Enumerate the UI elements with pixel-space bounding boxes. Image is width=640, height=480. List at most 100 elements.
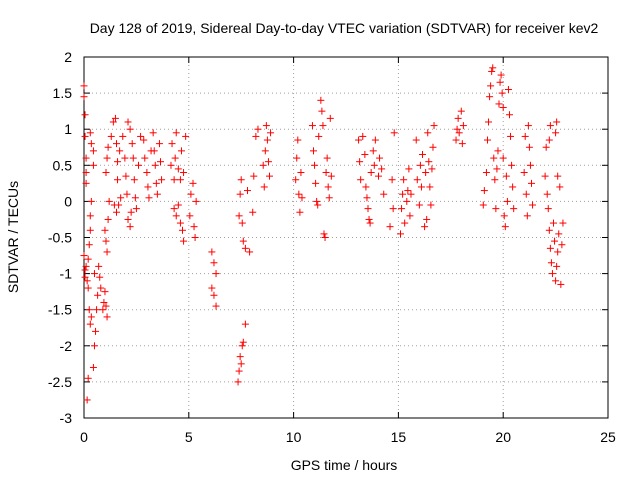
data-point bbox=[547, 259, 555, 267]
data-point bbox=[265, 172, 273, 180]
data-point bbox=[455, 129, 463, 137]
data-point bbox=[454, 114, 462, 122]
data-point bbox=[208, 248, 216, 256]
data-point bbox=[170, 176, 178, 184]
data-point bbox=[208, 284, 216, 292]
data-point bbox=[490, 154, 498, 162]
data-point bbox=[494, 147, 502, 155]
data-point bbox=[311, 161, 319, 169]
data-point bbox=[312, 179, 320, 187]
data-point bbox=[80, 82, 88, 90]
data-point bbox=[174, 165, 182, 173]
data-point bbox=[176, 219, 184, 227]
data-point bbox=[94, 291, 102, 299]
data-point bbox=[89, 147, 97, 155]
data-point bbox=[180, 169, 188, 177]
data-point bbox=[522, 190, 530, 198]
data-point bbox=[552, 129, 560, 137]
data-point bbox=[504, 85, 512, 93]
data-point bbox=[86, 129, 94, 137]
data-point bbox=[318, 107, 326, 115]
data-point bbox=[370, 161, 378, 169]
data-point bbox=[457, 107, 465, 115]
data-point bbox=[388, 176, 396, 184]
data-point bbox=[374, 172, 382, 180]
data-point bbox=[412, 136, 420, 144]
data-point bbox=[459, 122, 467, 130]
data-point bbox=[101, 288, 109, 296]
data-point bbox=[417, 183, 425, 191]
x-tick-label: 5 bbox=[185, 429, 193, 445]
data-point bbox=[239, 338, 247, 346]
data-point bbox=[529, 201, 537, 209]
data-point bbox=[357, 176, 365, 184]
x-tick-label: 15 bbox=[391, 429, 407, 445]
data-point bbox=[327, 172, 335, 180]
data-point bbox=[496, 78, 504, 86]
data-point bbox=[128, 140, 136, 148]
data-point bbox=[313, 197, 321, 205]
data-point bbox=[89, 161, 97, 169]
data-point bbox=[250, 172, 258, 180]
data-point bbox=[82, 154, 90, 162]
data-point bbox=[114, 176, 122, 184]
data-point bbox=[124, 118, 132, 126]
data-point bbox=[191, 234, 199, 241]
data-point bbox=[212, 270, 220, 278]
data-point bbox=[117, 194, 125, 202]
data-point bbox=[389, 205, 397, 213]
data-point bbox=[103, 313, 111, 321]
data-point bbox=[554, 172, 562, 180]
data-point bbox=[319, 122, 327, 130]
data-point bbox=[100, 298, 108, 306]
data-point bbox=[509, 183, 517, 191]
data-point bbox=[237, 360, 245, 368]
data-point bbox=[155, 140, 163, 148]
data-point bbox=[407, 190, 415, 198]
data-point bbox=[324, 183, 332, 191]
data-point bbox=[526, 161, 534, 169]
data-point bbox=[321, 234, 329, 241]
data-point bbox=[259, 161, 267, 169]
data-point bbox=[367, 169, 375, 177]
data-point bbox=[152, 179, 160, 187]
data-point bbox=[87, 313, 95, 321]
data-point bbox=[401, 219, 409, 227]
data-point bbox=[234, 378, 242, 386]
data-point bbox=[376, 154, 384, 162]
data-point bbox=[403, 197, 411, 205]
data-point bbox=[421, 223, 429, 231]
data-point bbox=[238, 219, 246, 227]
data-point bbox=[249, 208, 257, 216]
data-point bbox=[492, 205, 500, 213]
data-point bbox=[179, 226, 187, 234]
y-tick-label: 1.5 bbox=[53, 85, 73, 101]
data-point bbox=[545, 136, 553, 144]
data-point bbox=[550, 219, 558, 227]
data-point bbox=[119, 132, 127, 140]
data-point bbox=[559, 219, 567, 227]
data-point bbox=[81, 266, 89, 274]
data-point bbox=[501, 223, 509, 231]
data-point bbox=[480, 187, 488, 195]
data-point bbox=[85, 306, 93, 314]
data-point bbox=[241, 244, 249, 252]
data-point bbox=[115, 201, 123, 209]
data-point bbox=[546, 122, 554, 130]
data-point bbox=[430, 122, 438, 130]
data-points bbox=[80, 64, 567, 404]
data-point bbox=[326, 114, 334, 122]
data-point bbox=[453, 125, 461, 133]
data-point bbox=[116, 147, 124, 155]
data-point bbox=[172, 212, 180, 220]
data-point bbox=[558, 241, 566, 249]
data-point bbox=[261, 147, 269, 155]
data-point bbox=[544, 205, 552, 213]
data-point bbox=[212, 302, 220, 310]
data-point bbox=[239, 237, 247, 245]
data-point bbox=[132, 205, 140, 213]
data-point bbox=[366, 219, 374, 227]
data-point bbox=[92, 327, 100, 335]
data-point bbox=[83, 396, 91, 404]
data-point bbox=[121, 154, 129, 162]
